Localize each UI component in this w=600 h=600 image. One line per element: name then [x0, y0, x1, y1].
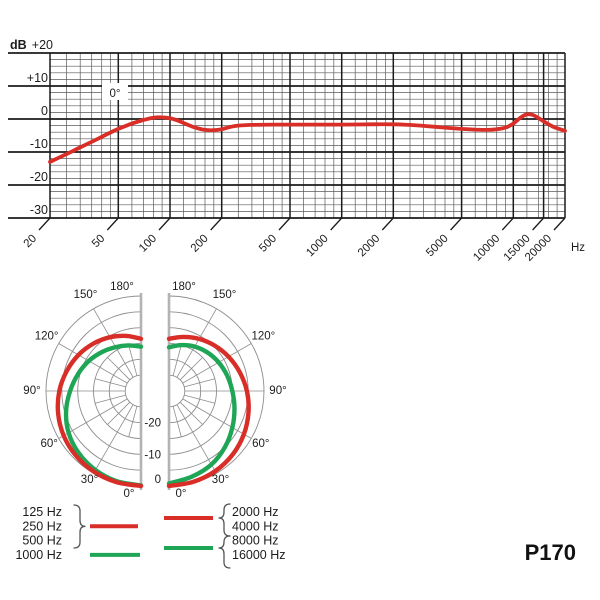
polar-curve-left-green — [63, 343, 144, 488]
fr-x-tick-label: 50 — [90, 233, 108, 251]
fr-y-tick-label: -20 — [30, 170, 48, 184]
polar-angle-label: 0° — [124, 488, 135, 500]
fr-x-tick-label: 500 — [257, 233, 279, 255]
polar-angle-label: 60° — [252, 438, 269, 450]
polar-spoke — [94, 378, 126, 388]
legend-label: 2000 Hz — [232, 505, 279, 519]
polar-curve-right-red — [166, 334, 251, 489]
fr-x-tick-label: 1000 — [304, 233, 331, 260]
polar-angle-label: 180° — [172, 281, 196, 293]
fr-curve-label-backing — [102, 83, 128, 100]
polar-angle-label: 120° — [35, 331, 59, 343]
fr-y-axis-labels: dB +20 +10 0 -10 -20 -30 — [10, 38, 53, 217]
fr-y-tick-label: 0 — [41, 104, 48, 118]
polar-spoke — [179, 357, 203, 381]
polar-angle-label: 150° — [74, 289, 98, 301]
fr-x-tick-label: 100 — [137, 233, 159, 255]
legend-label: 125 Hz — [22, 505, 62, 519]
fr-x-tick-label: 20 — [22, 233, 40, 251]
polar-spoke — [176, 308, 217, 378]
polar-ring — [168, 374, 186, 408]
legend-label: 1000 Hz — [15, 548, 62, 562]
fr-x-tick-label: 5000 — [424, 233, 451, 260]
polar-angle-label: 30° — [212, 474, 229, 486]
polar-pattern-chart: 0° 30° 60° 90° 120° 150° 180° 0° 30° 60° 90° 120° 15… — [23, 281, 286, 500]
fr-grid — [8, 52, 566, 219]
polar-spoke — [172, 406, 182, 438]
fr-x-axis-labels: 20 50 100 200 500 1000 2000 5000 10000 1500020000… — [22, 217, 585, 264]
polar-half-left — [45, 293, 144, 490]
polar-spoke — [172, 344, 182, 376]
polar-angle-label: 30° — [81, 474, 98, 486]
legend-label: 500 Hz — [22, 534, 62, 548]
polar-angle-label: 90° — [269, 385, 286, 397]
legend-label: 16000 Hz — [232, 548, 286, 562]
polar-spoke — [93, 404, 134, 474]
polar-curve-right-green — [166, 342, 237, 486]
polar-radial-label: 0 — [155, 474, 161, 486]
polar-spoke — [107, 401, 131, 425]
polar-curve-left-red — [55, 333, 144, 489]
polar-angle-label: 180° — [110, 281, 134, 293]
polar-spoke — [184, 378, 216, 388]
legend-label: 4000 Hz — [232, 519, 279, 533]
polar-spoke — [182, 398, 252, 439]
fr-x-tick-label: 10000 — [471, 233, 502, 264]
polar-half-right — [166, 293, 265, 490]
fr-x-tick-label: 200 — [189, 233, 211, 255]
polar-angle-label: 120° — [252, 331, 276, 343]
fr-x-tick-label: 2000 — [356, 233, 383, 260]
polar-spoke — [179, 401, 203, 425]
frequency-response-chart: dB +20 +10 0 -10 -20 -30 20 50 100 200 500 1000 2000 5… — [8, 38, 585, 264]
legend-label: 8000 Hz — [232, 534, 279, 548]
polar-angle-label: 60° — [41, 438, 58, 450]
fr-y-tick-label: +10 — [27, 71, 48, 85]
legend-right-green-brace — [218, 535, 231, 569]
fr-y-tick-label: +20 — [32, 38, 53, 52]
legend-left-brace — [73, 504, 86, 549]
legend-label: 250 Hz — [22, 519, 62, 533]
polar-spoke — [58, 343, 128, 384]
polar-spoke — [184, 394, 216, 404]
polar-spoke — [128, 406, 138, 438]
legend-right-red-brace — [218, 503, 231, 537]
polar-radial-label: -10 — [144, 449, 161, 461]
polar-ring — [124, 374, 142, 408]
fr-y-tick-label: -30 — [30, 203, 48, 217]
polar-spoke — [94, 394, 126, 404]
fr-curve-label: 0° — [110, 88, 121, 100]
fr-y-tick-label: -10 — [30, 137, 48, 151]
polar-spoke — [107, 357, 131, 381]
polar-angle-label: 0° — [176, 488, 187, 500]
polar-spoke — [93, 308, 134, 378]
fr-x-unit-label: Hz — [571, 242, 585, 254]
polar-radial-label: -20 — [144, 418, 161, 430]
polar-spoke — [128, 344, 138, 376]
polar-angle-label: 90° — [23, 385, 40, 397]
product-model-label: P170 — [524, 540, 576, 565]
polar-angle-label: 150° — [213, 289, 237, 301]
polar-spoke — [176, 404, 217, 474]
fr-response-curve — [48, 112, 567, 164]
fr-y-unit-label: dB — [10, 38, 27, 52]
